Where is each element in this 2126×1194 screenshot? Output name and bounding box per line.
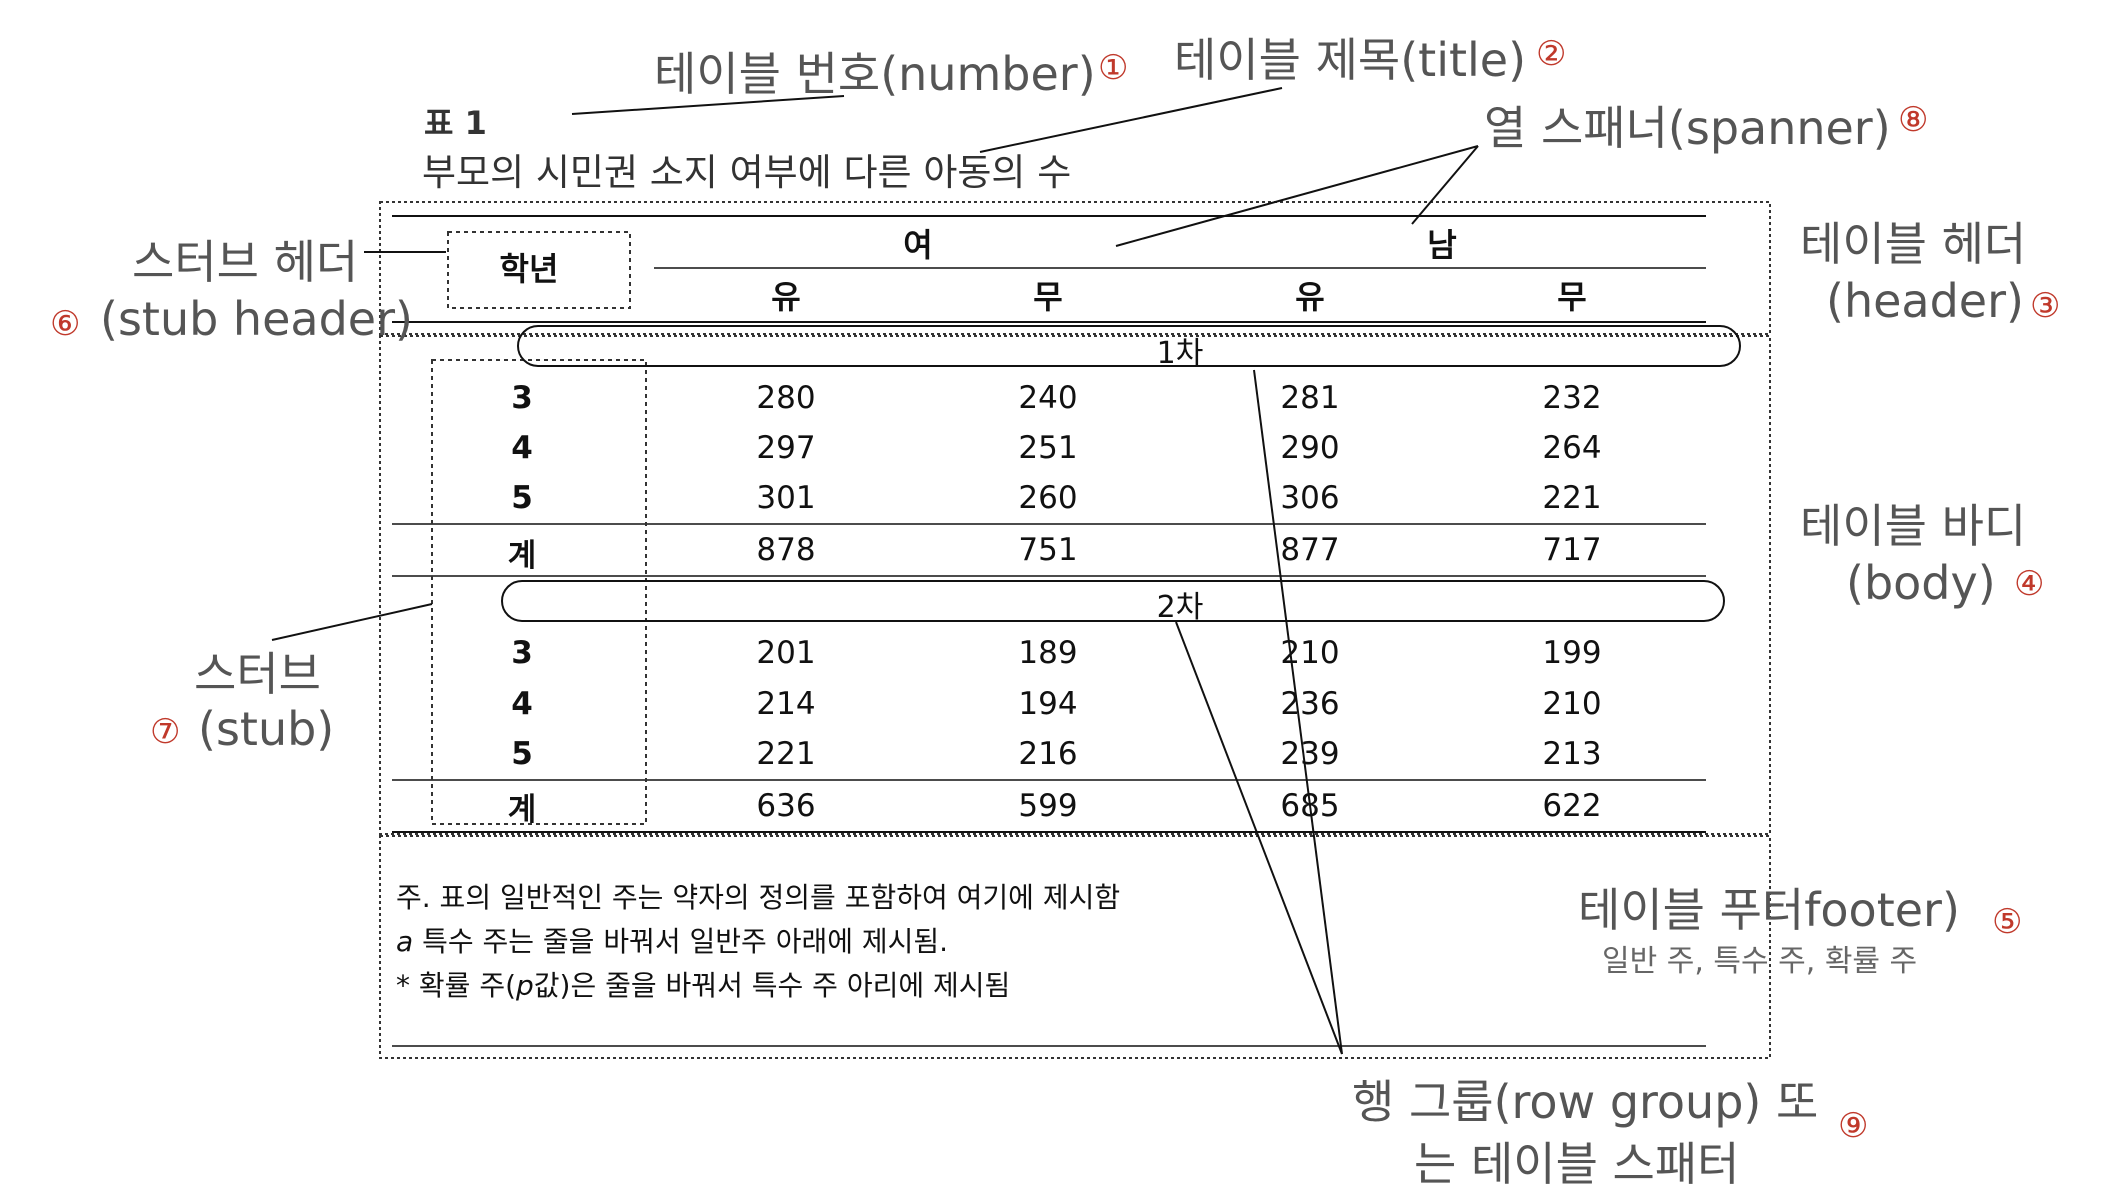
stub-header-annotation-line1: 스터브 헤더 — [132, 235, 359, 289]
stub-header-annotation-marker: ⑥ — [50, 304, 81, 344]
stub-cell: 3 — [511, 380, 533, 416]
table-cell: 214 — [756, 686, 816, 722]
title-connector — [979, 87, 1283, 153]
table-cell: 297 — [756, 430, 816, 466]
spanner-female: 여 — [903, 226, 933, 264]
header-annotation-line2: (header) — [1826, 274, 2024, 328]
stub-header-annotation-line2: (stub header) — [100, 292, 413, 346]
stub-cell: 4 — [511, 686, 533, 722]
footer-annotation-sub: 일반 주, 특수 주, 확률 주 — [1602, 944, 1918, 979]
general-note: 주. 표의 일반적인 주는 약자의 정의를 포함하여 여기에 제시함 — [396, 881, 1121, 914]
row-group-pill-1 — [517, 325, 1741, 367]
number-annotation-marker: ① — [1098, 48, 1129, 88]
table-cell: 201 — [756, 635, 816, 671]
spanner-connector-b — [1411, 145, 1479, 225]
column-header: 무 — [1033, 278, 1063, 316]
number-connector — [571, 95, 845, 115]
stub-annotation-line1: 스터브 — [194, 647, 321, 701]
stub-connector — [271, 603, 433, 641]
stub-box — [431, 359, 647, 825]
table-cell: 236 — [1280, 686, 1340, 722]
body-annotation-marker: ④ — [2014, 564, 2045, 604]
total-cell: 877 — [1280, 532, 1340, 568]
total-cell: 751 — [1018, 532, 1078, 568]
total-cell: 636 — [756, 788, 816, 824]
row-group-annotation-line2: 는 테이블 스패터 — [1414, 1137, 1740, 1191]
title-annotation-marker: ② — [1536, 34, 1567, 74]
footer-region-box — [379, 835, 1771, 1059]
footer-annotation-marker: ⑤ — [1992, 902, 2023, 942]
table-cell: 210 — [1542, 686, 1602, 722]
column-header: 유 — [1295, 278, 1325, 316]
total-cell: 599 — [1018, 788, 1078, 824]
stub-cell: 3 — [511, 635, 533, 671]
spanner-annotation-marker: ⑧ — [1898, 100, 1929, 140]
table-cell: 213 — [1542, 736, 1602, 772]
total-cell: 622 — [1542, 788, 1602, 824]
header-annotation-marker: ③ — [2030, 286, 2061, 326]
row-group-connector-b — [1175, 621, 1343, 1055]
table-cell: 216 — [1018, 736, 1078, 772]
row-group-label: 2차 — [1156, 590, 1204, 625]
table-cell: 221 — [1542, 480, 1602, 516]
total-cell: 878 — [756, 532, 816, 568]
number-annotation-label: 테이블 번호(number) — [654, 47, 1096, 101]
table-cell: 221 — [756, 736, 816, 772]
specific-note: a 특수 주는 줄을 바꿔서 일반주 아래에 제시됨. — [396, 920, 948, 960]
probability-note: * 확률 주(p값)은 줄을 바꿔서 특수 주 아리에 제시됨 — [396, 964, 1010, 1004]
body-annotation-line2: (body) — [1846, 556, 1996, 610]
table-cell: 281 — [1280, 380, 1340, 416]
body-region-box — [379, 335, 1771, 835]
spanner-annotation-label: 열 스패너(spanner) — [1484, 101, 1891, 155]
total-cell: 717 — [1542, 532, 1602, 568]
table-cell: 210 — [1280, 635, 1340, 671]
total-stub-cell: 계 — [507, 538, 537, 574]
stub-cell: 4 — [511, 430, 533, 466]
column-header: 무 — [1557, 278, 1587, 316]
footer-annotation-line1: 테이블 푸터footer) — [1578, 883, 1960, 937]
table-cell: 251 — [1018, 430, 1078, 466]
specific-note-text: 특수 주는 줄을 바꿔서 일반주 아래에 제시됨. — [413, 925, 949, 958]
stub-header-box — [447, 231, 631, 309]
stub-cell: 5 — [511, 480, 533, 516]
table-cell: 194 — [1018, 686, 1078, 722]
probability-note-suffix: 값)은 줄을 바꿔서 특수 주 아리에 제시됨 — [533, 969, 1011, 1002]
row-group-connector-a — [1253, 369, 1343, 1055]
stub-annotation-marker: ⑦ — [150, 712, 181, 752]
table-title: 부모의 시민권 소지 여부에 다른 아동의 수 — [422, 151, 1072, 194]
table-cell: 290 — [1280, 430, 1340, 466]
row-group-pill-2 — [501, 580, 1725, 622]
spanner-connector-a — [1115, 145, 1479, 247]
spanner-male: 남 — [1427, 226, 1457, 264]
stub-annotation-line2: (stub) — [198, 702, 335, 756]
column-header: 유 — [771, 278, 801, 316]
header-annotation-line1: 테이블 헤더 — [1800, 217, 2027, 271]
row-group-annotation-line1: 행 그룹(row group) 또 — [1352, 1075, 1819, 1129]
table-number: 표 1 — [424, 104, 487, 142]
table-cell: 260 — [1018, 480, 1078, 516]
probability-note-prefix: * 확률 주( — [396, 969, 517, 1002]
total-stub-cell: 계 — [507, 792, 537, 828]
total-cell: 685 — [1280, 788, 1340, 824]
table-cell: 199 — [1542, 635, 1602, 671]
table-cell: 239 — [1280, 736, 1340, 772]
table-cell: 240 — [1018, 380, 1078, 416]
stub-header: 학년 — [499, 250, 559, 288]
row-group-label: 1차 — [1156, 336, 1204, 371]
table-cell: 189 — [1018, 635, 1078, 671]
table-cell: 264 — [1542, 430, 1602, 466]
specific-note-mark: a — [396, 925, 414, 958]
header-region-box — [379, 201, 1771, 335]
table-cell: 301 — [756, 480, 816, 516]
body-annotation-line1: 테이블 바디 — [1800, 499, 2027, 553]
table-cell: 306 — [1280, 480, 1340, 516]
table-cell: 232 — [1542, 380, 1602, 416]
row-group-annotation-marker: ⑨ — [1838, 1106, 1869, 1146]
probability-note-p: p — [516, 969, 534, 1002]
table-cell: 280 — [756, 380, 816, 416]
stub-cell: 5 — [511, 736, 533, 772]
title-annotation-label: 테이블 제목(title) — [1174, 33, 1527, 87]
